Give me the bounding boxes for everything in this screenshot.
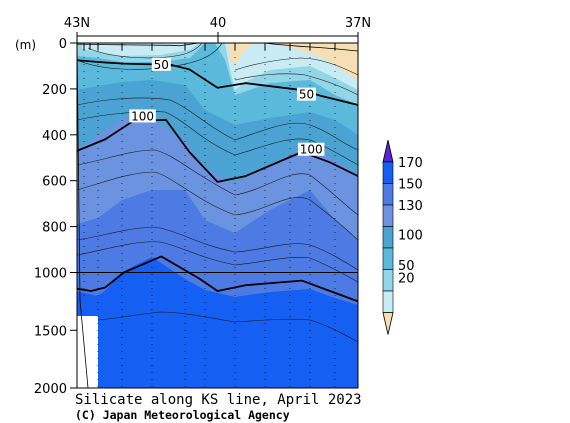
contour-label-bg bbox=[129, 109, 156, 123]
colorbar-label-50: 50 bbox=[398, 259, 415, 274]
seafloor-mask bbox=[77, 316, 98, 388]
y-tick-label-400: 400 bbox=[42, 129, 67, 144]
contour-line-20-0 bbox=[77, 43, 199, 47]
colorbar-segment bbox=[382, 290, 394, 313]
x-tick-label-43n: 43N bbox=[64, 16, 90, 31]
colorbar-label-100: 100 bbox=[398, 229, 423, 244]
band-under-50 bbox=[82, 43, 200, 56]
y-tick-label-1000: 1000 bbox=[34, 267, 67, 282]
y-axis-ticks bbox=[70, 42, 77, 389]
colorbar-segment bbox=[382, 226, 394, 249]
colorbar bbox=[382, 139, 394, 335]
colorbar-label-20: 20 bbox=[398, 272, 415, 287]
contour-line-150-4 bbox=[77, 255, 358, 303]
contour-line-20-1 bbox=[264, 43, 358, 52]
colorbar-segment bbox=[382, 269, 394, 292]
y-tick-label-200: 200 bbox=[42, 83, 67, 98]
x-tick-label-37n: 37N bbox=[345, 16, 371, 31]
chart-credit: (C) Japan Meteorological Agency bbox=[75, 408, 290, 422]
colorbar-label-130: 130 bbox=[398, 199, 423, 214]
contour-labels: 50 50 100 100 bbox=[129, 57, 325, 157]
x-tick-label-40: 40 bbox=[210, 16, 227, 31]
contour-label-100: 100 bbox=[300, 143, 323, 157]
y-tick-label-2000: 2000 bbox=[34, 382, 67, 397]
y-tick-label-600: 600 bbox=[42, 175, 67, 190]
colorbar-segment bbox=[382, 161, 394, 184]
colorbar-segment bbox=[382, 247, 394, 270]
station-lines bbox=[83, 43, 336, 388]
contour-label-50: 50 bbox=[154, 58, 169, 72]
contour-label-bg bbox=[297, 142, 325, 156]
contour-label-bg bbox=[296, 87, 316, 101]
y-tick-label-1500: 1500 bbox=[34, 324, 67, 339]
y-tick-label-0: 0 bbox=[59, 37, 67, 52]
colorbar-segment bbox=[382, 204, 394, 227]
colorbar-max-triangle bbox=[382, 139, 394, 163]
chart-title: Silicate along KS line, April 2023 bbox=[75, 392, 362, 408]
contour-label-bg bbox=[151, 57, 171, 71]
contour-label-100: 100 bbox=[131, 109, 154, 123]
colorbar-min-triangle bbox=[382, 312, 394, 335]
colorbar-segment bbox=[382, 183, 394, 206]
contour-line-100-3 bbox=[77, 118, 358, 183]
colorbar-label-150: 150 bbox=[398, 178, 423, 193]
y-unit-label: (m) bbox=[15, 38, 36, 52]
colorbar-label-170: 170 bbox=[398, 156, 423, 171]
y-tick-label-800: 800 bbox=[42, 221, 67, 236]
y-axis-labels: 0 200 400 600 800 1000 1500 2000 bbox=[34, 37, 67, 397]
contour-label-50: 50 bbox=[299, 88, 314, 102]
top-axis bbox=[76, 32, 359, 43]
band-under-20 bbox=[158, 43, 255, 66]
band-under-20b bbox=[268, 43, 358, 80]
top-minor-ticks bbox=[83, 43, 336, 50]
seafloor-edge bbox=[77, 43, 89, 388]
